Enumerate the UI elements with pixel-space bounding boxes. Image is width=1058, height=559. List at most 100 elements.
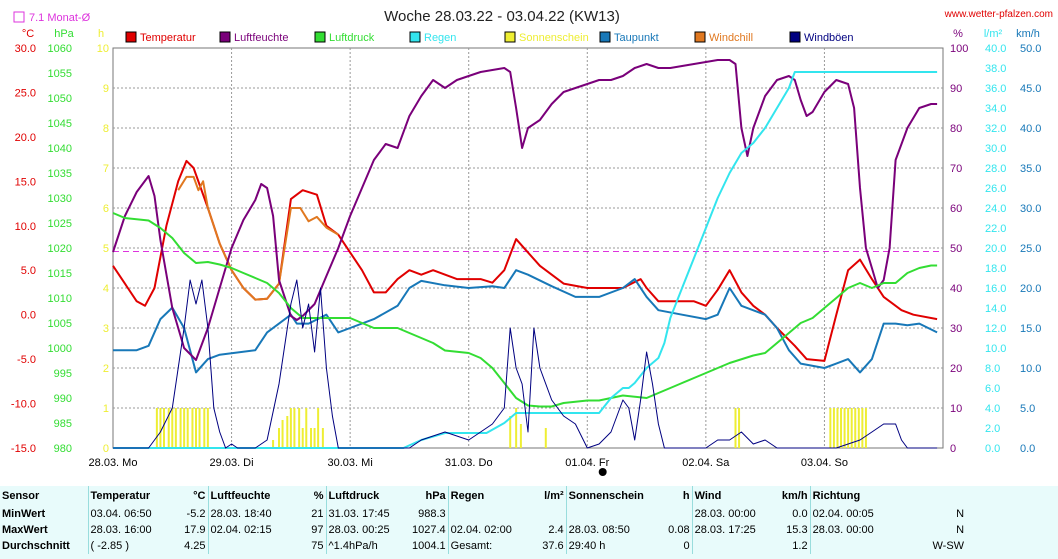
sun-tick-label: 5 (103, 243, 109, 255)
temp-tick-label: 10.0 (15, 221, 36, 233)
sunshine-bar (321, 428, 324, 448)
rain-tick-label: 0.0 (985, 443, 1000, 455)
stats-cell: 1.2 (792, 540, 808, 552)
sunshine-bar (155, 408, 158, 448)
stats-cell (666, 506, 692, 522)
sunshine-bar (186, 408, 189, 448)
stats-row-label: MaxWert (2, 524, 48, 536)
sunshine-bar (857, 408, 860, 448)
sunshine-bar (195, 408, 197, 448)
x-tick-label: 02.04. Sa (682, 457, 730, 469)
plot-area (112, 47, 944, 449)
wind-tick-label: 25.0 (1020, 243, 1041, 255)
humidity-tick-label: 0 (950, 443, 956, 455)
stats-cell (809, 538, 915, 554)
stats-cell (565, 506, 667, 522)
sunshine-bar (272, 440, 275, 448)
stats-header-cell (914, 486, 966, 506)
temp-tick-label: -15.0 (11, 443, 36, 455)
chart-legend: Temperatur Luftfeuchte Luftdruck Regen Sonne… (125, 31, 854, 44)
sunshine-bar (174, 408, 177, 448)
legend-label: Luftdruck (329, 32, 375, 44)
sun-tick-label: 10 (97, 43, 109, 55)
x-tick-label: 31.03. Do (445, 457, 493, 469)
legend-swatch (314, 31, 326, 43)
rain-tick-label: 34.0 (985, 103, 1006, 115)
rain-tick-label: 26.0 (985, 183, 1006, 195)
stats-header-cell: Richtung (809, 486, 915, 506)
stats-cell: 28.03. 00:00 (809, 522, 915, 538)
stats-cell: 1027.4 (412, 524, 446, 536)
sunshine-bar (301, 428, 304, 448)
pressure-tick-label: 1030 (48, 193, 72, 205)
x-tick-label: 30.03. Mi (328, 457, 373, 469)
sunshine-bar (286, 416, 289, 448)
humidity-tick-label: 70 (950, 163, 962, 175)
sunshine-bar (206, 408, 209, 448)
stats-cell: 2.4 (548, 524, 564, 536)
temp-tick-label: 15.0 (15, 176, 36, 188)
stats-cell: -5.2 (186, 508, 206, 520)
stats-header-cell: hPa (425, 490, 446, 502)
stats-cell: 15.3 (786, 524, 808, 536)
stats-cell (691, 538, 777, 554)
humidity-tick-label: 10 (950, 403, 962, 415)
stats-cell: W-SW (932, 540, 965, 552)
sunshine-bar (519, 424, 522, 448)
wind-unit-label: km/h (1016, 28, 1040, 40)
wind-tick-label: 5.0 (1020, 403, 1035, 415)
sunshine-bar (832, 408, 835, 448)
stats-header-cell: % (313, 490, 324, 502)
rain-tick-label: 30.0 (985, 143, 1006, 155)
sunshine-bar (278, 428, 280, 448)
rain-tick-label: 16.0 (985, 283, 1006, 295)
site-link[interactable]: www.wetter-pfalzen.com (944, 9, 1053, 20)
legend-swatch (599, 31, 611, 43)
sunshine-bar (293, 408, 296, 448)
stats-header-cell: Sensor (2, 490, 40, 502)
legend-swatch (694, 31, 706, 43)
sunshine-bar (738, 408, 741, 448)
sunshine-bar (167, 408, 170, 448)
sunshine-bars (155, 408, 867, 448)
dewpoint-series-line (113, 269, 938, 374)
sunshine-bar (289, 408, 292, 448)
pressure-tick-label: 1005 (48, 318, 72, 330)
sunshine-bar (829, 408, 832, 448)
sunshine-bar (515, 408, 518, 448)
stats-header-cell: Luftfeuchte (207, 486, 308, 506)
stats-cell: 75 (311, 540, 324, 552)
stats-cell: N (956, 524, 965, 536)
moon-phase-icon (598, 468, 607, 476)
pressure-tick-label: 1060 (48, 43, 72, 55)
stats-cell (528, 506, 566, 522)
sunshine-bar (317, 408, 320, 448)
legend-swatch (789, 31, 801, 43)
stats-header-row: Sensor Temperatur °C Luftfeuchte% Luftdruck h… (0, 486, 966, 506)
stats-row: MinWert 03.04. 06:50 -5.2 28.03. 18:40 21 31.… (0, 506, 966, 522)
stats-row: MaxWert 28.03. 16:00 17.9 02.04. 02:15 97 28.… (0, 522, 966, 538)
sunshine-bar (162, 408, 165, 448)
x-tick-label: 29.03. Di (210, 457, 254, 469)
stats-cell: 28.03. 08:50 (565, 522, 667, 538)
stats-cell: 21 (311, 508, 324, 520)
pressure-tick-label: 985 (54, 418, 72, 430)
sun-tick-label: 0 (103, 443, 109, 455)
pressure-tick-label: 1035 (48, 168, 72, 180)
humidity-tick-label: 20 (950, 363, 962, 375)
wind-tick-label: 20.0 (1020, 283, 1041, 295)
rain-tick-label: 14.0 (985, 303, 1006, 315)
humidity-tick-label: 50 (950, 243, 962, 255)
sun-tick-label: 6 (103, 203, 109, 215)
chart-title: Woche 28.03.22 - 03.04.22 (KW13) (384, 8, 620, 25)
stats-cell: 37.6 (542, 540, 564, 552)
humidity-tick-label: 40 (950, 283, 962, 295)
humidity-tick-label: 100 (950, 43, 968, 55)
rain-tick-label: 32.0 (985, 123, 1006, 135)
rain-tick-label: 4.0 (985, 403, 1000, 415)
monthavg-legend-label: 7.1 Monat-Ø (29, 12, 91, 24)
stats-header-cell: °C (193, 490, 206, 502)
temp-tick-label: -10.0 (11, 399, 36, 411)
sunshine-bar (310, 428, 313, 448)
sunshine-bar (850, 408, 853, 448)
